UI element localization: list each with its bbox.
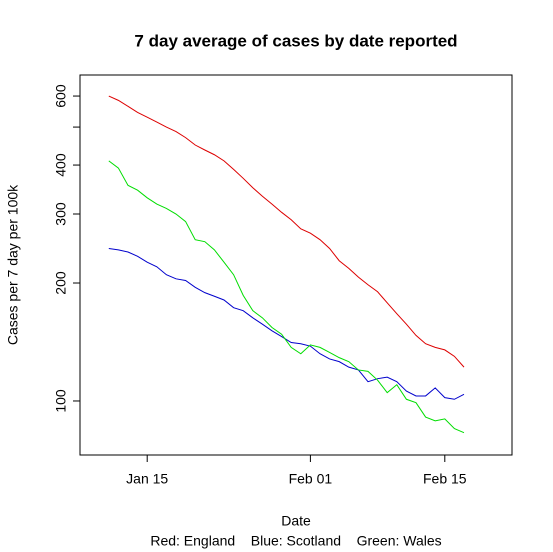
y-axis-label: Cases per 7 day per 100k <box>5 184 21 345</box>
x-tick-label: Jan 15 <box>126 471 168 487</box>
plot-box <box>79 74 513 456</box>
x-tick-label: Feb 15 <box>423 471 467 487</box>
legend-note: Red: England Blue: Scotland Green: Wales <box>150 533 441 549</box>
x-tick-label: Feb 01 <box>289 471 333 487</box>
x-axis-label: Date <box>281 513 311 529</box>
y-tick-label: 400 <box>53 153 69 177</box>
series-line <box>108 95 465 368</box>
chart-title: 7 day average of cases by date reported <box>134 31 457 50</box>
y-tick-label: 300 <box>53 202 69 226</box>
y-tick-label: 600 <box>53 84 69 108</box>
series-line <box>108 160 465 434</box>
y-tick-label: 200 <box>53 271 69 295</box>
y-tick-label: 100 <box>53 389 69 413</box>
series-line <box>108 247 465 400</box>
